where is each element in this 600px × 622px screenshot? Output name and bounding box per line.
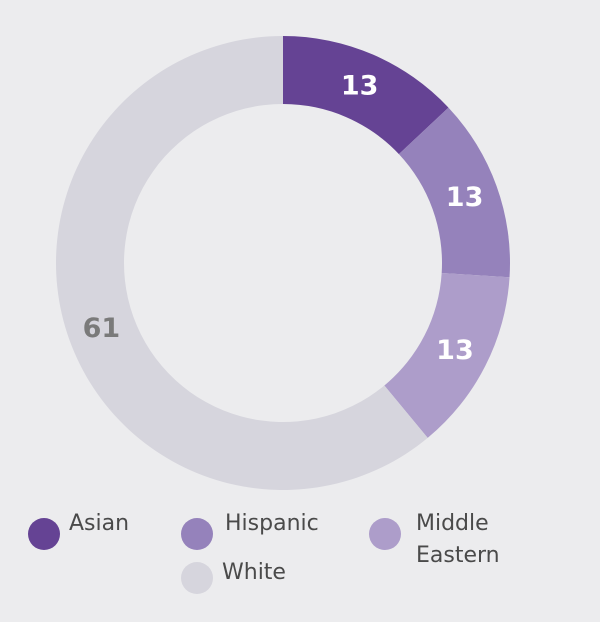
data-label-white: 61 xyxy=(83,313,121,344)
legend-label-asian: Asian xyxy=(69,511,130,536)
legend-label-hispanic: Hispanic xyxy=(225,511,319,536)
data-label-hispanic: 13 xyxy=(446,182,484,213)
data-label-middle-eastern: 13 xyxy=(436,335,474,366)
legend-label-middle-eastern: Middle Eastern xyxy=(416,511,500,568)
data-label-asian: 13 xyxy=(341,70,379,101)
legend-label-white: White xyxy=(222,560,286,585)
donut-slice-hispanic xyxy=(398,107,510,278)
donut-slice-asian xyxy=(283,36,449,155)
legend-swatch-middle-eastern xyxy=(369,518,401,550)
donut-chart: 13 13 13 61 xyxy=(56,36,510,490)
donut-slice-white xyxy=(56,36,428,490)
legend-swatch-hispanic xyxy=(181,518,213,550)
donut-slice-middle-eastern xyxy=(384,272,510,438)
legend-swatch-asian xyxy=(28,518,60,550)
legend-swatch-white xyxy=(181,562,213,594)
